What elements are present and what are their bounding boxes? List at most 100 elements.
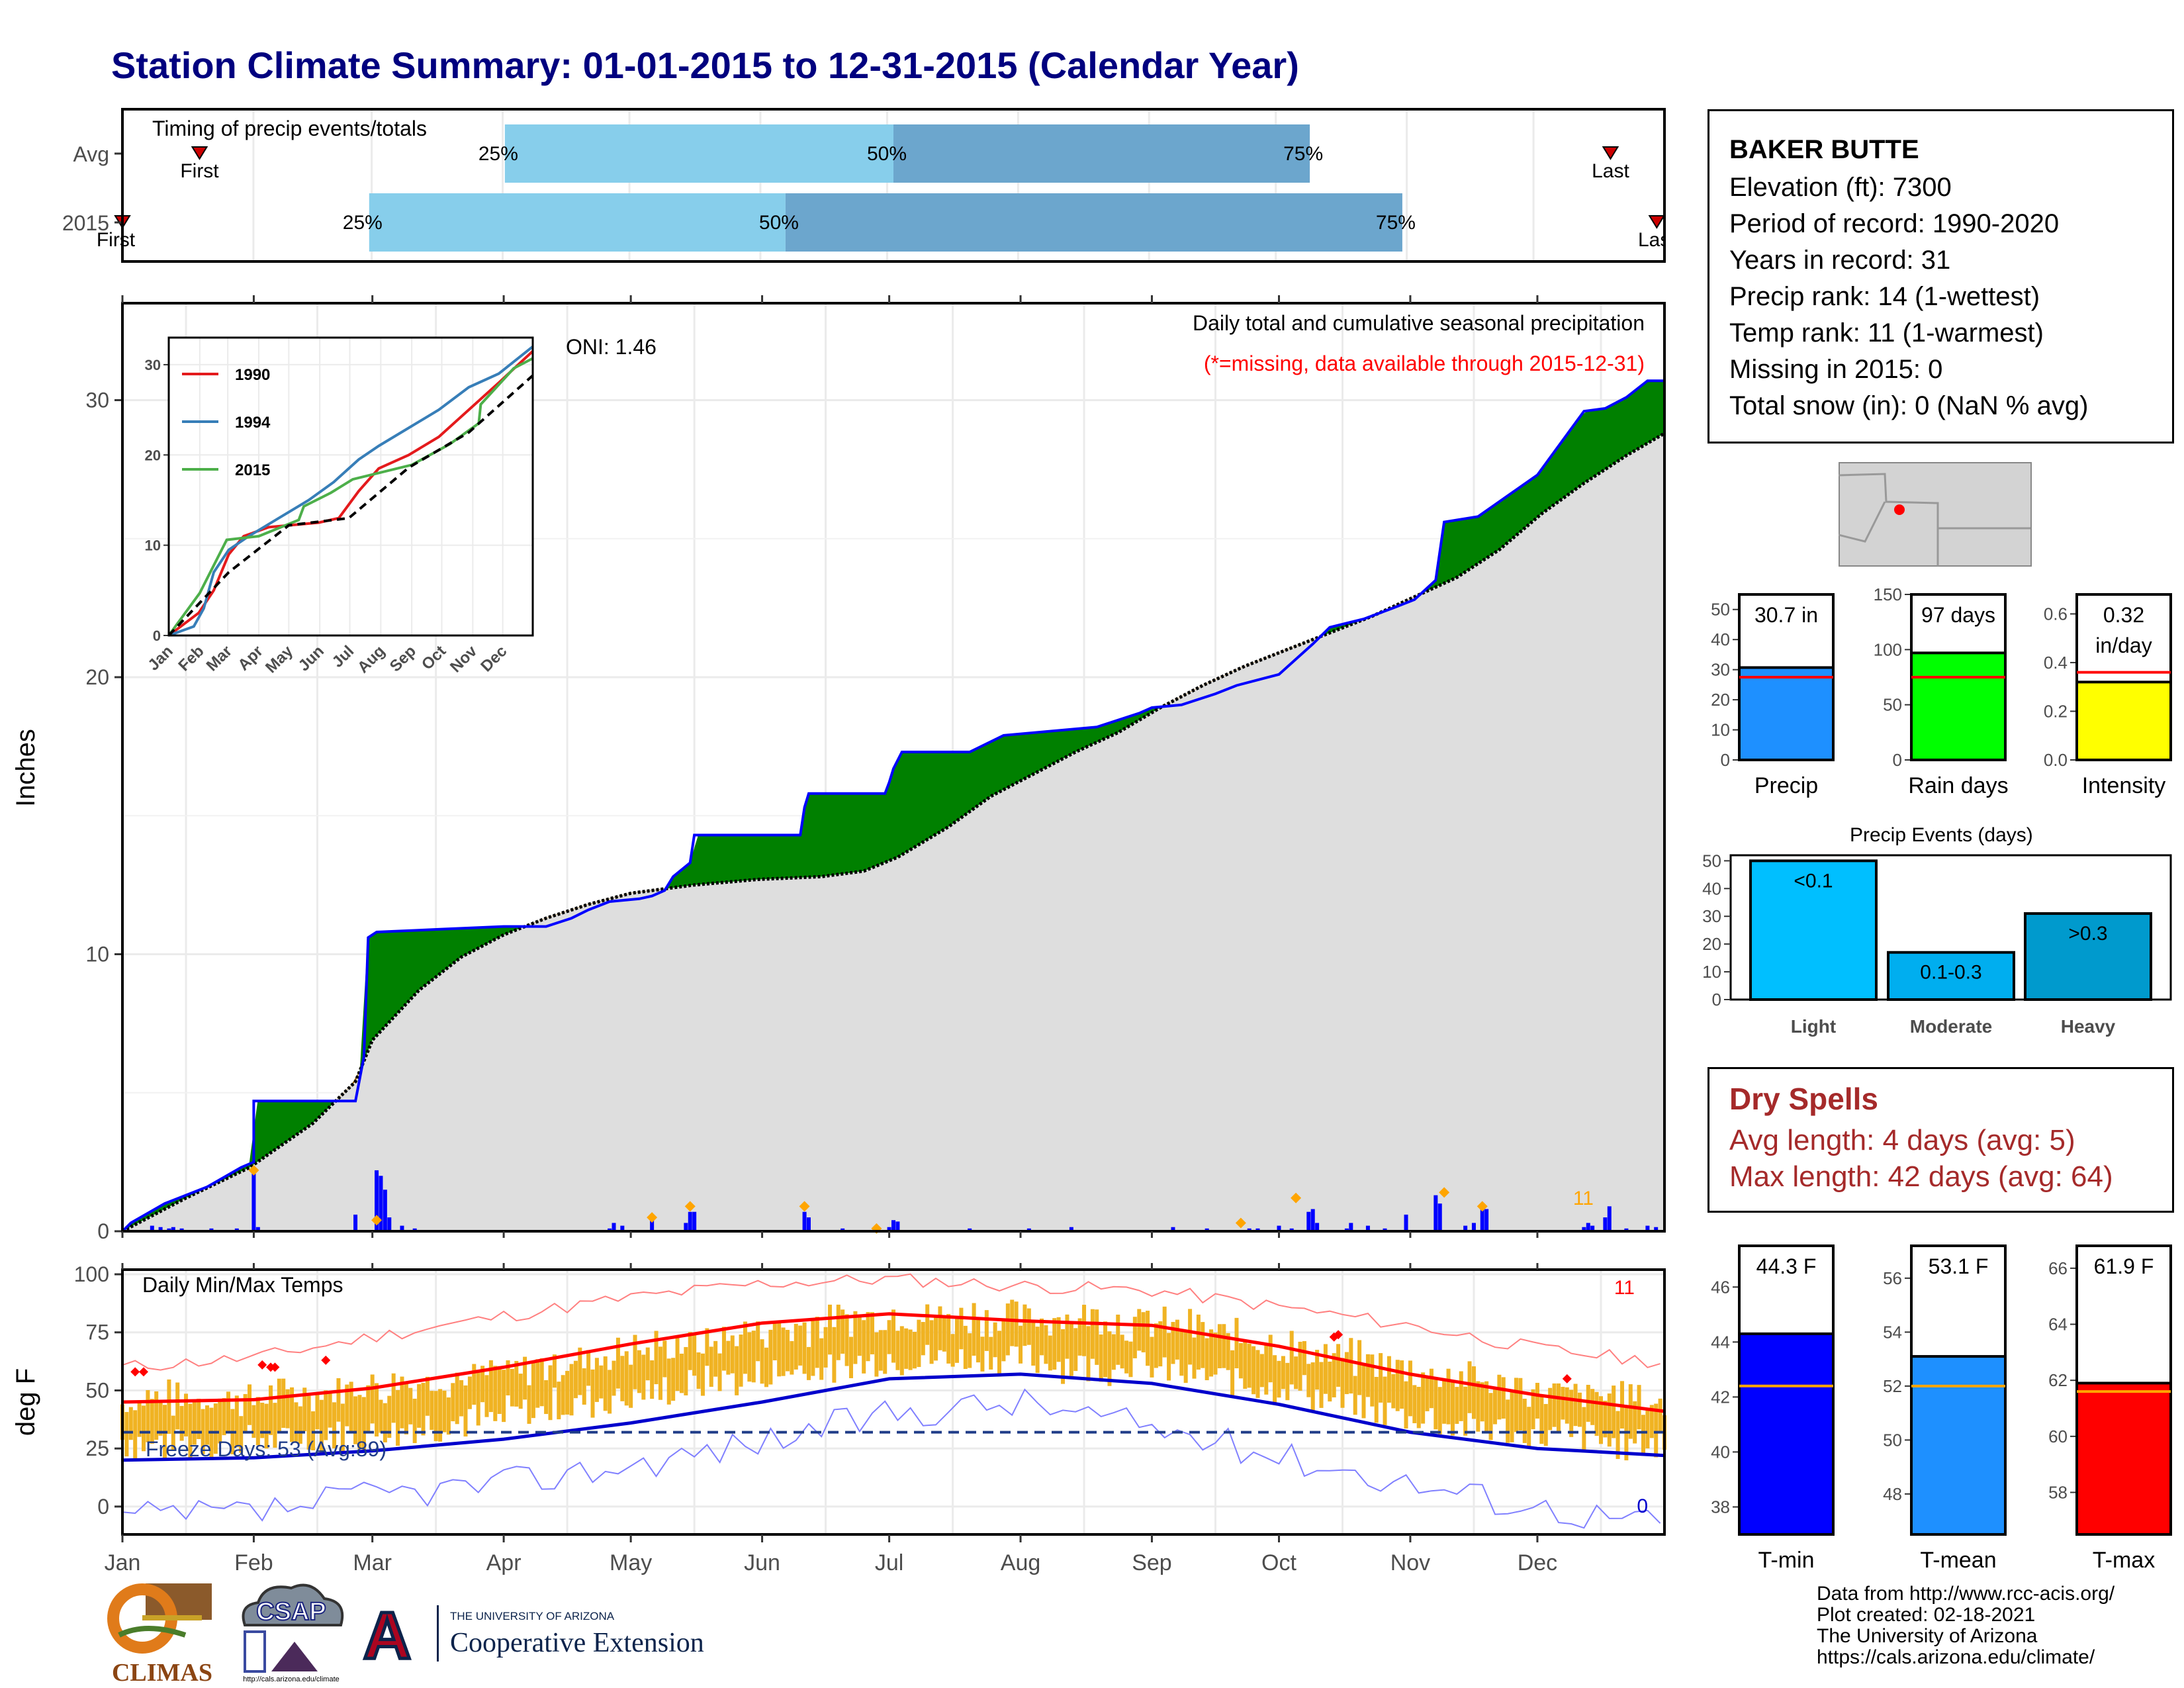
daily-precip-bar (1344, 1228, 1349, 1231)
credits: Data from http://www.rcc-acis.org/ Plot … (1817, 1583, 2115, 1668)
precip-departure-fill (385, 931, 394, 1027)
daily-temp-bar (349, 1382, 353, 1432)
precip-departure-fill (376, 931, 386, 1037)
daily-precip-bar (1306, 1211, 1311, 1231)
daily-precip-bar (1247, 1228, 1251, 1231)
daily-temp-bar (1421, 1372, 1426, 1424)
daily-temp-bar (255, 1397, 260, 1446)
daily-temp-bar (315, 1393, 320, 1430)
daily-temp-bar (1158, 1321, 1163, 1367)
daily-temp-bar (853, 1311, 858, 1364)
daily-temp-bar (523, 1356, 527, 1400)
daily-temp-bar (582, 1368, 586, 1405)
daily-temp-bar (1175, 1319, 1179, 1360)
daily-temp-bar (1205, 1338, 1209, 1381)
precip-departure-fill (749, 835, 758, 881)
daily-precip-bar (1645, 1225, 1650, 1231)
daily-temp-bar (878, 1330, 883, 1371)
precip-departure-fill (927, 751, 936, 841)
ua-a-icon: A (361, 1602, 412, 1668)
daily-temp-bar (1548, 1387, 1553, 1430)
daily-temp-bar (361, 1397, 366, 1452)
daily-temp-bar (1010, 1299, 1015, 1346)
timing-row-label: Avg (73, 142, 109, 166)
daily-temp-bar (404, 1383, 408, 1434)
daily-temp-bar (1035, 1327, 1040, 1374)
precip-departure-fill (1639, 380, 1648, 449)
daily-temp-bar (451, 1383, 455, 1422)
daily-temp-bar (1336, 1344, 1341, 1387)
daily-temp-bar (1065, 1314, 1069, 1359)
daily-temp-bar (1285, 1362, 1290, 1401)
summary-1-y-tick-label: 0 (1893, 750, 1902, 770)
daily-temp-bar (751, 1331, 756, 1383)
daily-precip-bar (968, 1228, 972, 1231)
daily-temp-bar (1052, 1318, 1057, 1370)
daily-temp-bar (408, 1387, 413, 1425)
daily-temp-bar (442, 1390, 447, 1432)
daily-temp-bar (1361, 1365, 1366, 1419)
daily-precip-bar (375, 1170, 379, 1231)
daily-temp-bar (1658, 1398, 1662, 1432)
daily-temp-bar (260, 1403, 265, 1438)
month-tick-label: Nov (1390, 1550, 1430, 1575)
station-period: Period of record: 1990-2020 (1729, 209, 2060, 238)
daily-temp-bar (1306, 1364, 1311, 1397)
events-y-tick-label: 30 (1702, 906, 1721, 926)
daily-temp-bar (1497, 1374, 1502, 1420)
daily-temp-bar (1023, 1304, 1027, 1346)
daily-temp-bar (1357, 1340, 1362, 1395)
daily-temp-bar (1612, 1385, 1616, 1438)
heavy-event-marker (1235, 1217, 1246, 1229)
daily-precip-bar (802, 1211, 807, 1231)
daily-temp-bar (565, 1370, 570, 1415)
daily-precip-bar (1463, 1225, 1468, 1231)
precip-departure-fill (1452, 518, 1462, 581)
daily-temp-bar (1069, 1323, 1073, 1376)
temp-y-tick-label: 50 (85, 1378, 109, 1402)
precip-departure-fill (427, 929, 437, 984)
precip-departure-fill (257, 1100, 267, 1162)
daily-temp-bar (302, 1387, 307, 1432)
daily-temp-bar (285, 1389, 290, 1429)
timing-bar-early (504, 124, 893, 183)
daily-temp-bar (455, 1372, 459, 1425)
daily-temp-bar (938, 1306, 942, 1350)
daily-temp-bar (1412, 1385, 1417, 1423)
daily-temp-bar (1607, 1393, 1612, 1447)
precip-departure-fill (283, 1100, 293, 1145)
timing-bar-early (369, 193, 786, 252)
temp-summary-1-y-tick-label: 52 (1883, 1376, 1902, 1396)
daily-temp-bar (709, 1346, 713, 1387)
daily-temp-bar (213, 1403, 218, 1454)
daily-precip-bar (179, 1228, 184, 1231)
daily-precip-bar (150, 1225, 154, 1231)
daily-temp-bar (1459, 1371, 1463, 1421)
daily-temp-bar (624, 1351, 629, 1406)
daily-temp-bar (950, 1334, 955, 1367)
daily-temp-bar (713, 1340, 718, 1377)
daily-temp-bar (188, 1403, 193, 1459)
daily-temp-bar (573, 1360, 578, 1399)
daily-temp-bar (1107, 1331, 1112, 1386)
daily-temp-bar (548, 1365, 553, 1421)
daily-precip-bar (895, 1221, 900, 1231)
daily-temp-bar (1044, 1325, 1048, 1364)
daily-temp-bar (430, 1391, 434, 1430)
daily-temp-bar (976, 1319, 981, 1363)
daily-temp-bar (124, 1412, 129, 1457)
daily-temp-bar (934, 1316, 938, 1361)
precip-departure-fill (1579, 410, 1589, 487)
daily-temp-bar (1455, 1387, 1459, 1424)
daily-temp-bar (836, 1304, 841, 1360)
precip-departure-fill (969, 747, 979, 812)
daily-temp-bar (1146, 1311, 1150, 1366)
daily-temp-bar (438, 1389, 443, 1442)
timing-bar-late (785, 193, 1402, 252)
record-min-line (122, 1388, 1661, 1529)
daily-temp-bar (1471, 1366, 1476, 1419)
daily-temp-bar (1391, 1374, 1396, 1409)
precip-event-bar (1749, 859, 1878, 1002)
precip-event-value-label: >0.3 (2068, 923, 2107, 945)
timing-p50-label: 50% (759, 212, 799, 234)
